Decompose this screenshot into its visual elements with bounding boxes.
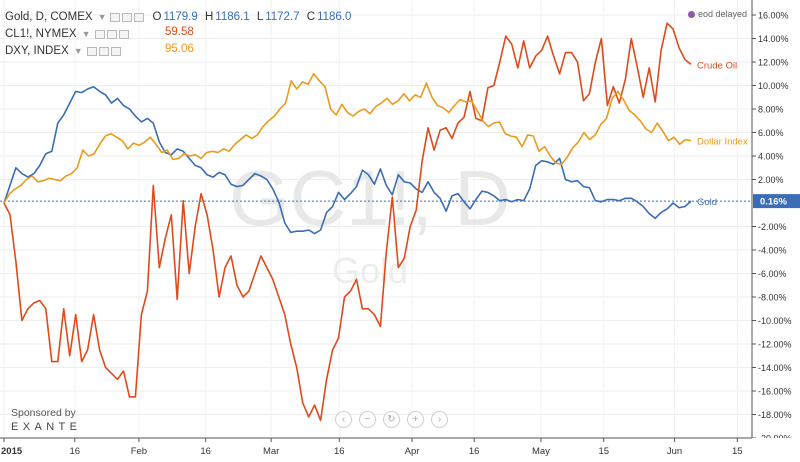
eye-icon[interactable]: [110, 12, 121, 22]
legend-name-dxy: DXY, INDEX: [5, 45, 69, 57]
zoom-in-icon[interactable]: +: [407, 411, 424, 428]
x-tick-label: 16: [70, 446, 81, 457]
legend-row-crude[interactable]: CL1!, NYMEX ▼ 59.58: [5, 26, 205, 42]
chevron-left-icon[interactable]: ‹: [335, 411, 352, 428]
x-axis: 2015 16 Feb 16 Mar 16 Apr 16 May 15 Jun 15: [0, 437, 800, 462]
x-tick-label: Jun: [667, 446, 682, 457]
y-tick-label: -18.00%: [758, 410, 792, 420]
ohlc-values: O 1179.9 H 1186.1 L 1172.7 C 1186.0: [152, 11, 352, 23]
y-axis: 16.00% 14.00% 12.00% 10.00% 8.00% 6.00% 4.00% 2…: [751, 0, 800, 444]
y-tick-label: -10.00%: [758, 316, 792, 326]
y-tick-label: 12.00%: [758, 58, 789, 68]
y-tick-label: 14.00%: [758, 34, 789, 44]
x-tick-label: May: [532, 446, 550, 457]
close-icon[interactable]: [110, 46, 121, 56]
sponsor-text: Sponsored by: [11, 407, 76, 419]
y-tick-label: -14.00%: [758, 363, 792, 373]
eye-icon[interactable]: [94, 29, 105, 39]
legend-row-dxy[interactable]: DXY, INDEX ▼ 95.06: [5, 43, 205, 59]
series-line-gold[interactable]: [3, 85, 692, 235]
x-axis-bg: [0, 438, 800, 462]
close-icon[interactable]: [118, 29, 129, 39]
chevron-down-icon[interactable]: ▼: [97, 12, 107, 22]
reset-icon[interactable]: ↻: [383, 411, 400, 428]
series-label-crude-oil: Crude Oil: [697, 60, 737, 71]
current-value-label: 0.16%: [760, 197, 787, 208]
legend-value-crude: 59.58: [165, 26, 194, 38]
y-tick-label: -6.00%: [758, 269, 787, 279]
legend-name-crude: CL1!, NYMEX: [5, 28, 77, 40]
series-labels: Gold Crude Oil Dollar Index: [697, 60, 748, 208]
series-line-crude-oil[interactable]: [3, 22, 692, 422]
x-tick-label: Feb: [131, 446, 147, 457]
y-tick-label: -8.00%: [758, 293, 787, 303]
y-tick-label: 6.00%: [758, 128, 784, 138]
x-tick-label: 2015: [1, 446, 23, 457]
zoom-out-icon[interactable]: −: [359, 411, 376, 428]
series-line-dollar-index[interactable]: [3, 73, 692, 204]
chart-nav-controls: ‹ − ↻ + ›: [335, 411, 455, 428]
x-tick-label: 16: [469, 446, 480, 457]
y-tick-label: 16.00%: [758, 11, 789, 21]
current-value-badge: [753, 194, 800, 209]
settings-icon[interactable]: [122, 12, 133, 22]
legend-value-dxy: 95.06: [165, 43, 194, 55]
y-tick-label: -4.00%: [758, 246, 787, 256]
settings-icon[interactable]: [106, 29, 117, 39]
y-tick-label: -2.00%: [758, 222, 787, 232]
x-tick-label: 15: [598, 446, 609, 457]
close-icon[interactable]: [134, 12, 145, 22]
y-tick-label: 4.00%: [758, 152, 784, 162]
axis-corner: [752, 438, 800, 462]
y-axis-bg: [752, 0, 800, 438]
x-tick-label: 16: [200, 446, 211, 457]
sponsor-logo[interactable]: EXANTE: [11, 421, 82, 433]
watermark-symbol: GC1!, D: [229, 154, 511, 242]
chevron-down-icon[interactable]: ▼: [81, 29, 91, 39]
series-label-gold: Gold: [697, 197, 717, 208]
grid: [0, 0, 752, 439]
x-tick-label: Mar: [263, 446, 279, 457]
status-dot-icon: [688, 10, 695, 18]
legend-name-gold: Gold, D, COMEX: [5, 11, 93, 23]
watermark-name: Gold: [332, 250, 408, 291]
y-tick-label: 2.00%: [758, 175, 784, 185]
x-tick-label: 15: [732, 446, 743, 457]
series-layer: [3, 22, 692, 422]
legend-row-gold[interactable]: Gold, D, COMEX ▼ O 1179.9 H 1186.1 L 1172.7…: [5, 9, 355, 25]
eod-delayed-indicator: eod delayed: [688, 9, 747, 19]
y-tick-label: 8.00%: [758, 105, 784, 115]
y-tick-label: -12.00%: [758, 340, 792, 350]
eod-text: eod delayed: [698, 9, 748, 19]
chevron-down-icon[interactable]: ▼: [73, 46, 83, 56]
x-tick-label: Apr: [405, 446, 420, 457]
x-tick-label: 16: [334, 446, 345, 457]
chevron-right-icon[interactable]: ›: [431, 411, 448, 428]
y-tick-label: 10.00%: [758, 81, 789, 91]
settings-icon[interactable]: [98, 46, 109, 56]
eye-icon[interactable]: [86, 46, 97, 56]
y-tick-label: -16.00%: [758, 387, 792, 397]
series-label-dollar-index: Dollar Index: [697, 137, 748, 148]
